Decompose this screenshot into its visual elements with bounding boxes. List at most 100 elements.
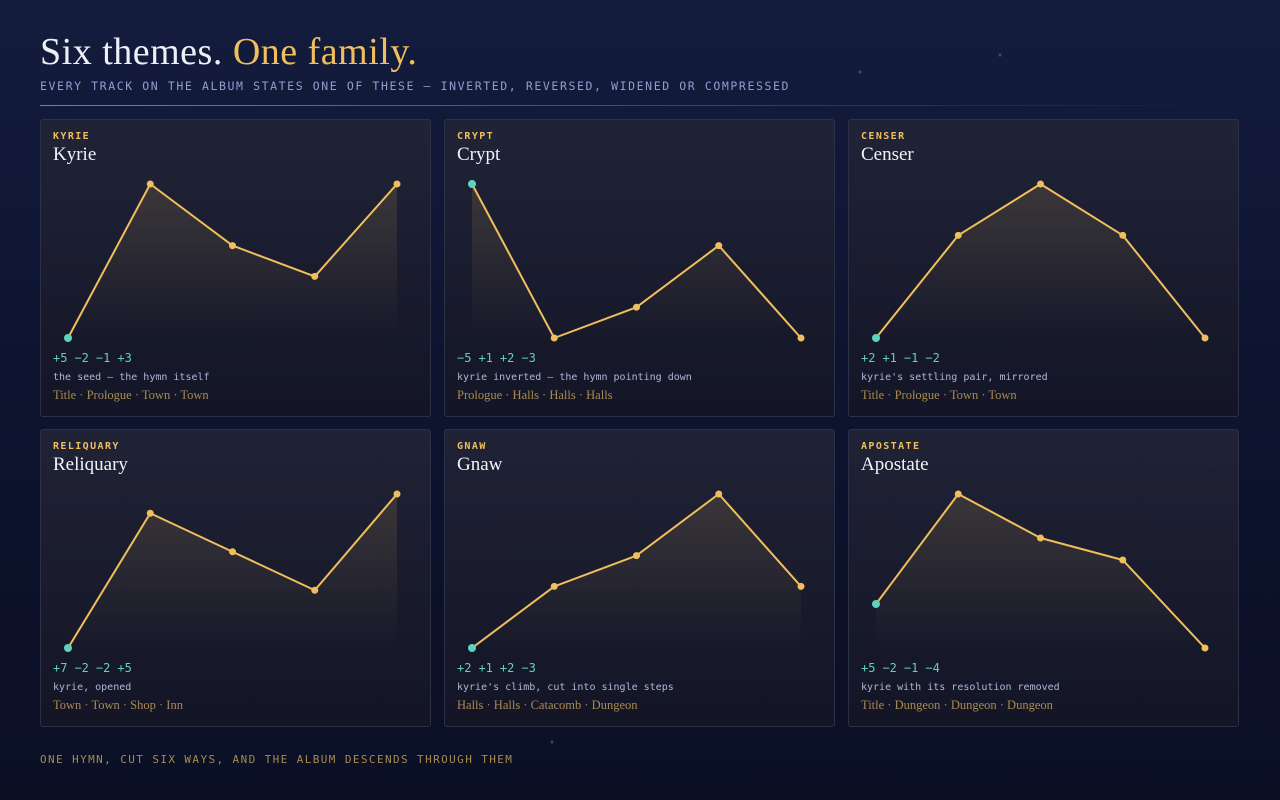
area-glow <box>876 494 1205 648</box>
card-note: kyrie's settling pair, mirrored <box>861 372 1048 383</box>
interval-label: +2 <box>499 351 515 365</box>
start-note <box>468 644 476 652</box>
card-tag: RELIQUARY <box>53 441 120 452</box>
interval-segment <box>957 493 1042 539</box>
interval-segment <box>875 234 960 339</box>
card-name: Reliquary <box>53 454 128 475</box>
interval-label: +2 <box>499 661 515 675</box>
card-tag: KYRIE <box>53 131 91 142</box>
interval-label: −2 <box>95 661 111 675</box>
card-tag: CENSER <box>861 131 906 142</box>
card-note: kyrie with its resolution removed <box>861 682 1060 693</box>
note-dot <box>1201 334 1209 342</box>
note-dot <box>146 509 154 517</box>
note-dot <box>797 582 805 590</box>
note-dot <box>954 231 962 239</box>
interval-label: +1 <box>478 351 493 365</box>
interval-label: +5 <box>861 661 876 675</box>
note-dot <box>393 180 401 188</box>
interval-segment <box>1039 183 1124 237</box>
contour-chart <box>872 490 1209 652</box>
note-dot <box>1037 534 1044 542</box>
start-note <box>64 334 72 342</box>
note-dot <box>550 582 558 590</box>
card-name: Kyrie <box>53 144 97 165</box>
interval-segment <box>313 183 398 278</box>
interval-label: −2 <box>74 661 89 675</box>
note-dot <box>954 490 962 498</box>
interval-list: +5 −2 −1 +3 <box>53 351 139 365</box>
theme-card: RELIQUARY Reliquary +7 −2 −2 +5 kyrie, opened T… <box>40 429 431 727</box>
interval-segment <box>1121 559 1206 649</box>
note-dot <box>1119 231 1127 239</box>
interval-segment <box>313 493 398 592</box>
interval-label: +5 <box>117 661 132 675</box>
note-dot <box>715 242 723 250</box>
interval-label: −5 <box>457 351 472 365</box>
theme-card: GNAW Gnaw +2 +1 +2 −3 kyrie's climb, cut into … <box>444 429 835 727</box>
interval-label: +2 <box>457 661 472 675</box>
card-note: kyrie inverted — the hymn pointing down <box>457 372 692 383</box>
card-places: Title · Prologue · Town · Town <box>861 388 1017 402</box>
interval-label: −2 <box>925 351 940 365</box>
interval-segment <box>231 550 316 592</box>
interval-label: −4 <box>925 661 940 675</box>
interval-segment <box>471 585 556 649</box>
interval-segment <box>553 554 638 588</box>
note-dot <box>1201 644 1209 652</box>
interval-segment <box>875 493 960 605</box>
card-note: the seed — the hymn itself <box>53 372 210 383</box>
area-glow <box>876 184 1205 338</box>
interval-list: +2 +1 −1 −2 <box>861 351 947 365</box>
card-note: kyrie, opened <box>53 682 132 693</box>
contour-chart <box>64 490 401 652</box>
note-dot <box>229 548 236 556</box>
interval-label: +7 <box>53 661 68 675</box>
interval-list: +2 +1 +2 −3 <box>457 661 543 675</box>
start-note <box>872 600 880 608</box>
contour-chart <box>468 490 805 652</box>
theme-card: APOSTATE Apostate +5 −2 −1 −4 kyrie with its r… <box>848 429 1239 727</box>
card-name: Crypt <box>457 144 501 165</box>
card-tag: APOSTATE <box>861 441 921 452</box>
subtitle: EVERY TRACK ON THE ALBUM STATES ONE OF T… <box>40 79 791 93</box>
interval-label: −2 <box>882 661 897 675</box>
note-dot <box>797 334 805 342</box>
interval-segment <box>635 493 720 557</box>
note-dot <box>311 272 319 280</box>
interval-label: +3 <box>117 351 132 365</box>
interval-segment <box>717 493 802 588</box>
divider <box>40 105 1240 106</box>
interval-label: −1 <box>95 351 111 365</box>
area-glow <box>472 184 801 338</box>
interval-segment <box>1039 537 1124 561</box>
interval-segment <box>635 244 720 309</box>
interval-segment <box>471 183 556 339</box>
interval-list: −5 +1 +2 −3 <box>457 351 543 365</box>
interval-label: −3 <box>521 661 536 675</box>
contour-chart <box>64 180 401 342</box>
interval-segment <box>1121 234 1206 339</box>
card-name: Censer <box>861 144 914 165</box>
interval-segment <box>67 183 152 339</box>
interval-list: +5 −2 −1 −4 <box>861 661 947 675</box>
card-note: kyrie's climb, cut into single steps <box>457 682 674 693</box>
footer: ONE HYMN, CUT SIX WAYS, AND THE ALBUM DE… <box>40 753 514 766</box>
interval-label: −1 <box>903 351 919 365</box>
interval-segment <box>553 306 638 339</box>
interval-segment <box>231 244 316 278</box>
note-dot <box>393 490 401 498</box>
start-note <box>872 334 880 342</box>
interval-label: −1 <box>903 661 919 675</box>
area-glow <box>472 494 801 648</box>
interval-segment <box>67 512 152 649</box>
title-accent: One family. <box>232 31 418 73</box>
theme-card: KYRIE Kyrie +5 −2 −1 +3 the seed — the hymn it… <box>40 119 431 417</box>
card-places: Town · Town · Shop · Inn <box>53 698 183 712</box>
card-places: Title · Prologue · Town · Town <box>53 388 209 402</box>
theme-card: CRYPT Crypt −5 +1 +2 −3 kyrie inverted — the h… <box>444 119 835 417</box>
interval-list: +7 −2 −2 +5 <box>53 661 139 675</box>
interval-label: +1 <box>478 661 493 675</box>
note-dot <box>311 586 319 594</box>
